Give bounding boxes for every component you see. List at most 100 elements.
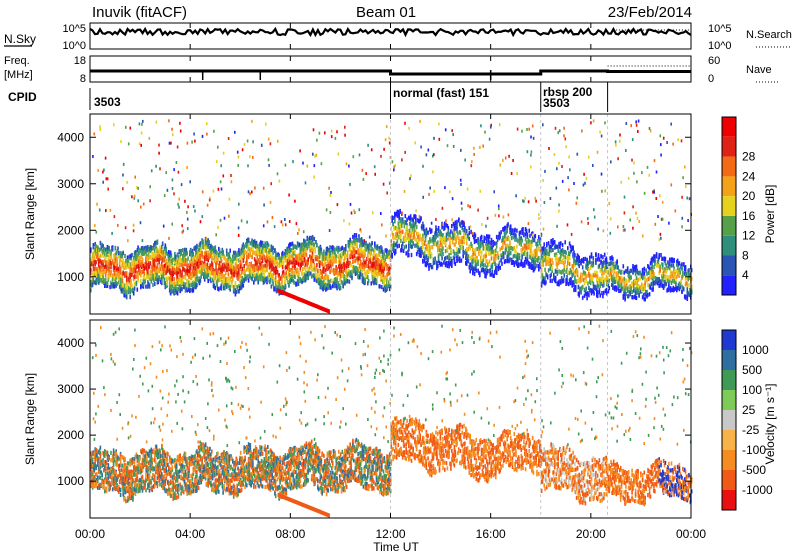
range-gate-cell <box>167 255 169 260</box>
range-gate-cell <box>182 284 185 289</box>
range-gate-cell <box>327 253 330 258</box>
range-gate-cell <box>173 283 175 288</box>
range-gate-cell <box>529 233 531 238</box>
range-gate-cell <box>401 230 404 235</box>
range-gate-cell <box>275 266 278 271</box>
range-gate-cell <box>267 243 270 249</box>
range-gate-cell <box>263 279 266 284</box>
range-gate-cell <box>526 232 529 237</box>
range-gate-cell <box>430 245 433 250</box>
range-gate-cell <box>198 263 201 268</box>
range-gate-cell <box>456 235 458 240</box>
range-gate-cell <box>343 277 345 282</box>
range-gate-cell <box>273 261 275 266</box>
range-gate-cell <box>127 290 130 295</box>
range-gate-cell <box>207 266 209 271</box>
range-gate-cell <box>143 271 146 276</box>
range-gate-cell <box>175 290 178 295</box>
range-gate-cell <box>317 268 319 273</box>
range-gate-cell <box>334 259 337 264</box>
range-gate-cell <box>119 283 122 288</box>
range-gate-cell <box>207 251 209 256</box>
range-gate-cell <box>218 272 221 277</box>
range-gate-cell <box>249 253 252 258</box>
range-gate-cell <box>94 272 96 277</box>
range-gate-cell <box>380 249 382 254</box>
range-gate-cell <box>176 291 179 296</box>
range-gate-cell <box>137 252 139 257</box>
range-gate-cell <box>284 251 287 256</box>
range-gate-cell <box>469 256 471 261</box>
range-gate-cell <box>402 220 405 225</box>
range-gate-cell <box>282 261 285 266</box>
range-gate-cell <box>257 267 259 272</box>
range-gate-cell <box>125 287 128 292</box>
range-gate-cell <box>260 269 262 274</box>
range-gate-cell <box>283 252 286 257</box>
range-gate-cell <box>467 259 470 264</box>
range-gate-cell <box>302 272 304 277</box>
range-gate-cell <box>324 259 326 264</box>
range-gate-cell <box>257 270 259 276</box>
range-gate-cell <box>135 255 138 260</box>
range-gate-cell <box>376 246 379 251</box>
range-gate-cell <box>258 259 260 264</box>
range-gate-cell <box>154 255 157 260</box>
range-gate-cell <box>382 276 385 281</box>
range-gate-cell <box>618 280 620 285</box>
range-gate-cell <box>422 242 424 247</box>
range-gate-cell <box>102 244 104 249</box>
range-gate-cell <box>437 225 440 231</box>
range-gate-cell <box>612 284 614 289</box>
range-gate-cell <box>182 248 184 253</box>
range-gate-cell <box>285 265 288 270</box>
range-gate-cell <box>362 242 365 247</box>
range-gate-cell <box>175 271 178 276</box>
range-gate-cell <box>583 281 586 286</box>
range-gate-cell <box>433 239 435 244</box>
range-gate-cell <box>173 281 175 286</box>
range-gate-cell <box>592 256 595 261</box>
range-gate-cell <box>486 259 488 264</box>
range-gate-cell <box>162 258 165 263</box>
range-gate-cell <box>371 273 373 278</box>
range-gate-cell <box>94 270 96 275</box>
range-gate-cell <box>217 278 219 283</box>
range-gate-cell <box>484 246 486 251</box>
range-gate-cell <box>239 281 242 286</box>
range-gate-cell <box>408 216 411 221</box>
station-title: Inuvik (fitACF) <box>92 4 187 21</box>
range-gate-cell <box>497 255 500 260</box>
range-gate-cell <box>254 244 257 249</box>
range-gate-cell <box>155 266 158 271</box>
range-gate-cell <box>171 270 174 275</box>
range-gate-cell <box>103 246 105 252</box>
range-gate-cell <box>299 265 302 270</box>
range-gate-cell <box>403 237 406 242</box>
range-gate-cell <box>339 275 342 280</box>
range-gate-cell <box>135 260 138 266</box>
range-gate-cell <box>408 215 410 220</box>
range-gate-cell <box>298 272 301 277</box>
range-gate-cell <box>225 257 227 263</box>
range-gate-cell <box>314 249 316 254</box>
range-gate-cell <box>343 274 345 279</box>
range-gate-cell <box>200 265 202 270</box>
range-gate-cell <box>309 248 311 253</box>
range-gate-cell <box>255 241 258 246</box>
range-gate-cell <box>444 256 447 261</box>
range-gate-cell <box>353 238 356 243</box>
range-gate-cell <box>595 257 597 262</box>
range-gate-cell <box>269 252 272 257</box>
range-gate-cell <box>129 290 131 295</box>
range-gate-cell <box>508 236 510 242</box>
range-gate-cell <box>321 254 323 259</box>
range-gate-cell <box>305 273 308 278</box>
range-gate-cell <box>112 253 115 258</box>
range-gate-cell <box>248 247 251 252</box>
range-gate-cell <box>205 250 208 256</box>
range-gate-cell <box>131 268 133 273</box>
range-gate-cell <box>584 256 587 261</box>
range-gate-cell <box>130 262 132 267</box>
range-gate-cell <box>203 252 206 257</box>
